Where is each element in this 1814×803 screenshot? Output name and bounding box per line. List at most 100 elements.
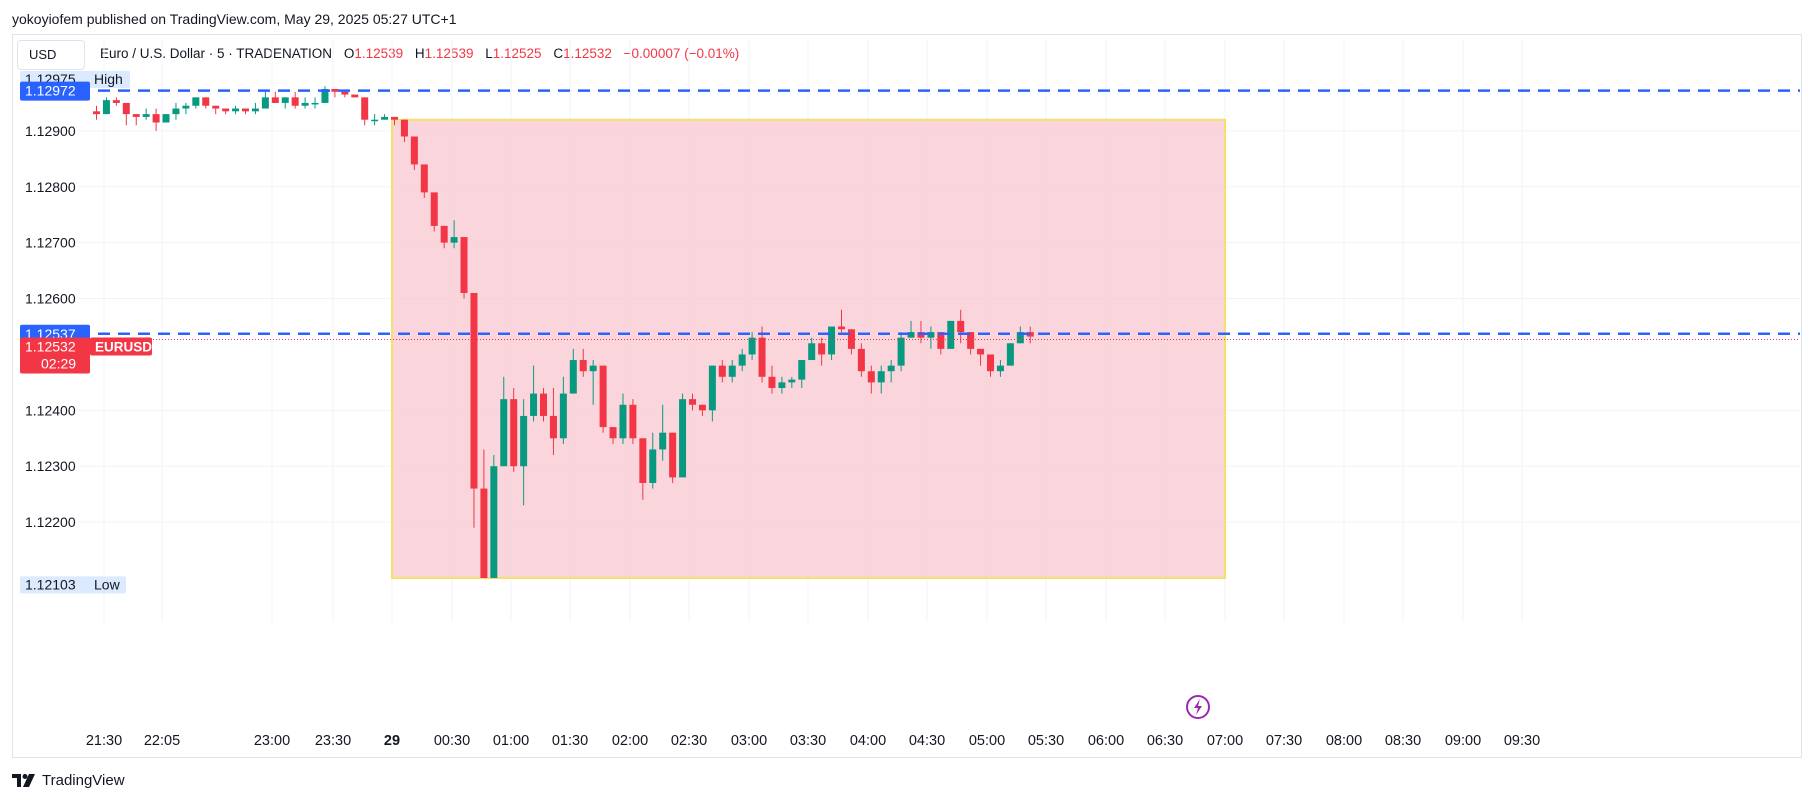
x-tick-label: 29	[384, 733, 400, 749]
candle	[609, 427, 617, 444]
candle-body	[361, 97, 369, 120]
y-tick-label: 1.12600	[25, 291, 76, 307]
candle-body	[132, 114, 140, 117]
candle-body	[112, 100, 120, 103]
high-value: 1.12539	[424, 46, 474, 61]
footer-brand[interactable]: TradingView	[12, 772, 125, 789]
candle	[271, 91, 279, 103]
candle	[341, 91, 349, 98]
candle	[182, 102, 190, 115]
candle	[1026, 326, 1034, 344]
x-tick-label: 21:30	[86, 733, 122, 749]
candle-body	[808, 343, 816, 361]
currency-button[interactable]: USD	[17, 40, 85, 70]
candle	[897, 332, 905, 372]
last-price-label-bg	[20, 337, 90, 374]
lightning-event-icon	[1186, 695, 1210, 719]
symbol-tag: EURUSD	[95, 340, 152, 355]
candle	[510, 387, 518, 472]
candle-body	[530, 393, 538, 416]
change-value: −0.00007 (−0.01%)	[623, 46, 740, 61]
candle-body	[301, 102, 309, 106]
candle-body	[957, 320, 965, 333]
candle-body	[549, 415, 557, 439]
candle-body	[232, 108, 240, 112]
symbol-title[interactable]: Euro / U.S. Dollar · 5 · TRADENATION	[100, 46, 333, 61]
candle	[102, 97, 110, 115]
candle-body	[242, 108, 249, 112]
candle-body	[967, 332, 975, 349]
candle	[808, 337, 816, 361]
candle-body	[698, 404, 706, 411]
candle-body	[758, 337, 766, 377]
candle	[589, 360, 597, 405]
candle-body	[152, 114, 160, 123]
candle	[192, 97, 200, 109]
candle	[261, 91, 269, 109]
candle	[977, 348, 985, 366]
candle-body	[371, 119, 379, 122]
candle	[559, 376, 567, 444]
candle-body	[182, 105, 190, 109]
candle	[420, 164, 428, 198]
x-tick-label: 02:30	[671, 733, 707, 749]
candle	[222, 108, 230, 115]
publish-info: yokoyiofem published on TradingView.com,…	[12, 11, 457, 27]
candle	[788, 376, 796, 388]
candle	[112, 97, 120, 106]
candle	[937, 332, 945, 355]
candle-body	[162, 114, 170, 123]
candle-body	[251, 108, 259, 112]
candle-body	[142, 114, 150, 117]
candle	[430, 192, 438, 232]
candle-body	[778, 382, 786, 388]
candle	[122, 102, 130, 126]
candle	[847, 329, 855, 355]
candle-body	[420, 164, 428, 193]
candle	[291, 91, 299, 109]
candle	[450, 220, 458, 249]
open-value: 1.12539	[354, 46, 404, 61]
candle	[242, 108, 249, 115]
candle-body	[331, 88, 339, 92]
high-label-text: High	[94, 71, 123, 87]
candle	[679, 393, 687, 478]
candle-body	[1026, 332, 1034, 337]
candle	[530, 365, 538, 422]
candle	[947, 320, 955, 349]
candle	[996, 360, 1004, 377]
candle	[798, 360, 806, 388]
brand-name: TradingView	[42, 772, 125, 789]
candle-body	[857, 348, 865, 372]
candle	[232, 105, 240, 115]
candle-body	[599, 365, 607, 428]
candle	[599, 365, 607, 433]
candle	[718, 360, 726, 383]
candle	[142, 108, 150, 120]
candle-body	[460, 237, 468, 293]
candle	[708, 365, 716, 422]
candle	[281, 97, 289, 109]
x-tick-label: 22:05	[144, 733, 180, 749]
candle-body	[718, 365, 726, 377]
low-label-text: Low	[94, 576, 121, 592]
candle	[838, 309, 845, 333]
y-tick-label: 1.12800	[25, 179, 76, 195]
x-tick-label: 07:30	[1266, 733, 1302, 749]
low-label: L	[485, 46, 493, 61]
event-icon-bolt	[1194, 699, 1202, 715]
y-tick-label: 1.12200	[25, 514, 76, 530]
candle-body	[93, 111, 100, 115]
candle	[698, 404, 706, 416]
candle	[828, 326, 836, 361]
candle	[987, 354, 994, 377]
x-tick-label: 09:30	[1504, 733, 1540, 749]
x-tick-label: 05:30	[1028, 733, 1064, 749]
x-tick-label: 06:30	[1147, 733, 1183, 749]
candle	[907, 320, 915, 338]
candle-body	[520, 415, 528, 467]
candle-body	[311, 102, 319, 105]
x-tick-label: 00:30	[434, 733, 470, 749]
candle-body	[122, 102, 130, 115]
